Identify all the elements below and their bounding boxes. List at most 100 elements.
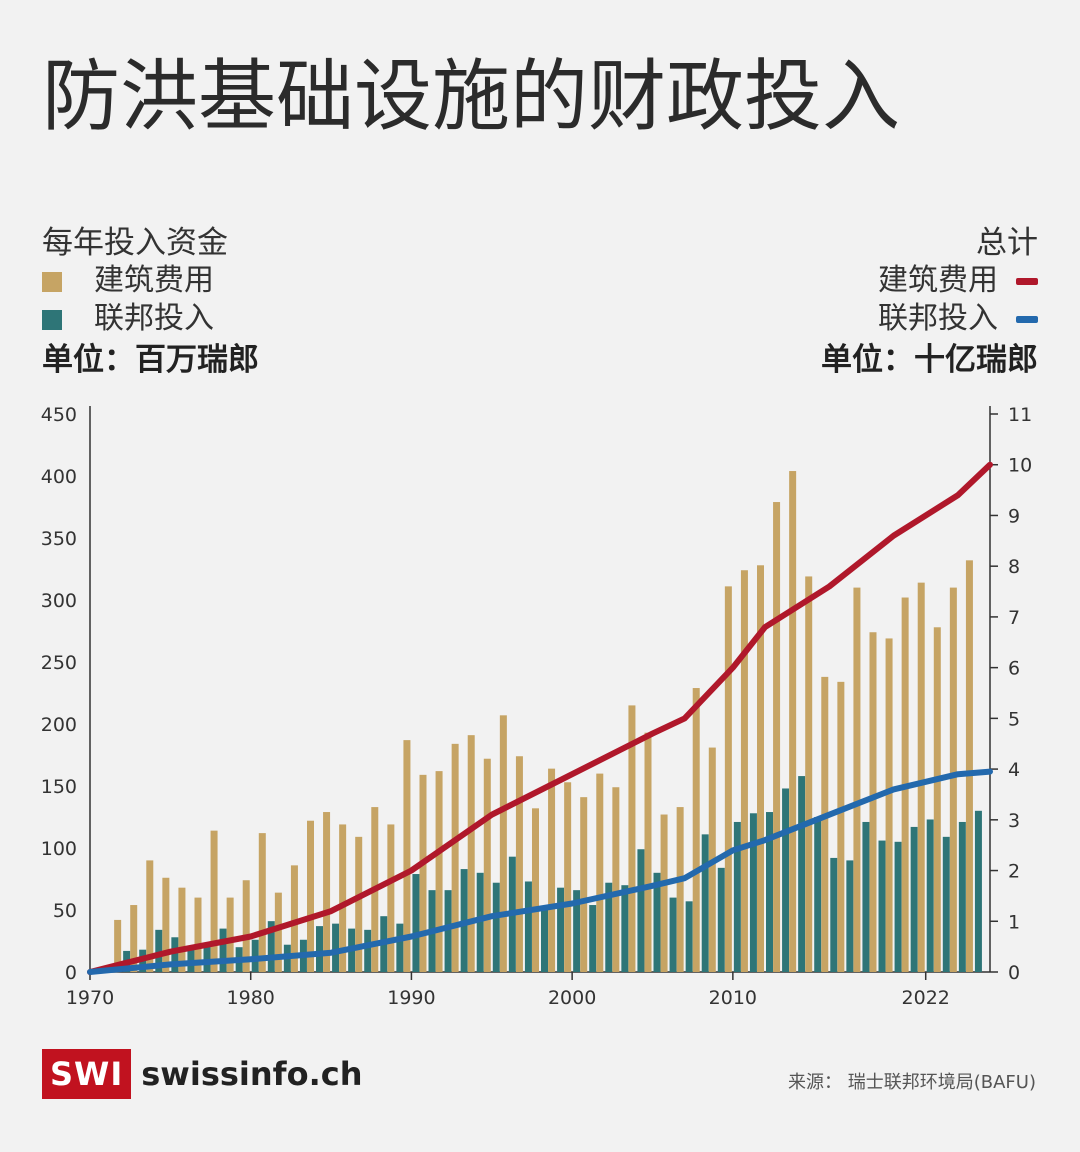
y-right-tick-label: 0 [1008, 962, 1020, 984]
bar-federal [557, 887, 565, 972]
legend-label-federal: 联邦投入 [94, 301, 214, 336]
bar-construction [483, 758, 491, 972]
y-left-tick-label: 0 [65, 962, 77, 984]
legend-label-construction: 建筑费用 [94, 263, 214, 298]
bar-federal [589, 905, 597, 972]
bar-construction [660, 814, 668, 972]
bar-federal [621, 885, 629, 972]
y-right-tick-label: 4 [1008, 759, 1020, 781]
bar-construction [226, 897, 234, 972]
y-right-tick-label: 2 [1008, 861, 1020, 883]
y-left-tick-label: 250 [41, 652, 77, 674]
bar-federal [782, 788, 790, 972]
bar-construction [178, 887, 186, 972]
legend-label-total-construction: 建筑费用 [878, 263, 998, 298]
bar-federal [155, 929, 163, 972]
bar-federal [846, 860, 854, 972]
bar-federal [974, 810, 982, 972]
bar-federal [894, 841, 902, 972]
swi-logo: SWI swissinfo.ch [42, 1049, 362, 1099]
x-tick-label: 1980 [227, 987, 275, 1009]
bar-construction [210, 830, 218, 972]
legend-total: 总计 建筑费用 联邦投入 单位：十亿瑞郎 [821, 224, 1038, 380]
x-tick-label: 2000 [548, 987, 596, 1009]
y-left-tick-label: 150 [41, 776, 77, 798]
bar-construction [580, 797, 588, 972]
bar-construction [419, 774, 427, 972]
legend-swatch-federal [42, 310, 62, 330]
bar-construction [307, 820, 314, 972]
bar-construction [676, 807, 684, 972]
bar-federal [203, 944, 211, 972]
bar-construction [885, 638, 893, 972]
y-left-tick-label: 50 [53, 900, 77, 922]
bar-federal [653, 872, 661, 972]
y-left-tick-label: 350 [41, 528, 77, 550]
swi-logo-text: swissinfo.ch [141, 1055, 363, 1093]
bar-federal [862, 821, 870, 972]
bar-construction [692, 688, 700, 972]
bar-construction [789, 471, 797, 972]
bar-construction [628, 705, 636, 972]
bar-federal [396, 923, 404, 972]
bar-federal [541, 906, 548, 972]
legend-item-federal: 联邦投入 [42, 300, 259, 338]
bar-federal [637, 849, 645, 972]
bar-federal [749, 813, 757, 972]
bar-construction [387, 824, 395, 972]
bar-federal [524, 881, 532, 972]
y-right-tick-label: 10 [1008, 455, 1032, 477]
bar-construction [724, 586, 732, 972]
legend-annual: 每年投入资金 建筑费用 联邦投入 单位：百万瑞郎 [42, 224, 259, 380]
bar-construction [242, 880, 250, 972]
bar-construction [194, 897, 202, 972]
bar-construction [821, 676, 829, 972]
bar-federal [444, 890, 452, 972]
bar-construction [162, 877, 170, 972]
bar-federal [766, 812, 773, 972]
bar-federal [830, 857, 838, 972]
bar-federal [364, 929, 372, 972]
bar-federal [878, 840, 886, 972]
bar-construction [451, 743, 459, 972]
bar-federal [798, 776, 806, 972]
y-right-tick-label: 6 [1008, 658, 1020, 680]
bar-federal [926, 819, 934, 972]
bar-construction [146, 860, 154, 972]
y-left-tick-label: 300 [41, 590, 77, 612]
legend-item-total-construction: 建筑费用 [821, 262, 1038, 300]
y-left-tick-label: 100 [41, 838, 77, 860]
y-left-tick-label: 400 [41, 466, 77, 488]
bar-federal [476, 872, 484, 972]
bar-federal [733, 821, 741, 972]
bar-construction [596, 773, 604, 972]
legend-total-heading: 总计 [976, 225, 1038, 261]
bar-construction [339, 824, 347, 972]
y-right-tick-label: 8 [1008, 556, 1020, 578]
swi-logo-box: SWI [42, 1049, 132, 1099]
bar-construction [837, 681, 845, 972]
bar-construction [467, 735, 475, 972]
bar-construction [323, 812, 331, 972]
legend-annual-heading: 每年投入资金 [42, 225, 228, 261]
bar-construction [130, 905, 138, 972]
bar-construction [532, 808, 539, 972]
y-right-tick-label: 7 [1008, 607, 1020, 629]
legend-swatch-construction [42, 272, 62, 292]
bar-federal [605, 882, 613, 972]
x-tick-label: 1970 [66, 987, 114, 1009]
y-left-tick-label: 200 [41, 714, 77, 736]
bar-construction [515, 756, 523, 972]
bar-federal [814, 817, 822, 972]
y-right-tick-label: 9 [1008, 505, 1020, 527]
bar-federal [942, 836, 950, 972]
legend-total-unit: 单位：十亿瑞郎 [821, 342, 1038, 378]
bar-construction [773, 502, 781, 972]
y-right-tick-label: 3 [1008, 810, 1020, 832]
bar-construction [258, 833, 266, 972]
source-note: 来源： 瑞士联邦环境局(BAFU) [788, 1072, 1036, 1093]
bar-construction [805, 576, 813, 972]
line-total-federal [87, 768, 993, 975]
bar-federal [910, 826, 918, 972]
